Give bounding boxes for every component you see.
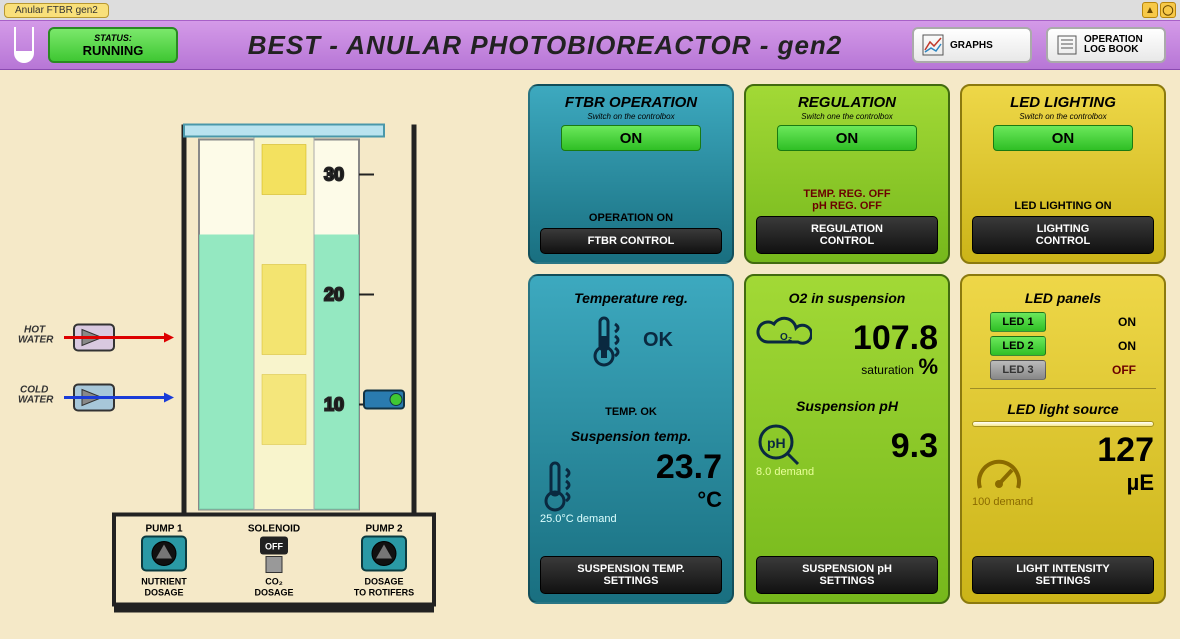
suspension-temp-settings-button[interactable]: SUSPENSION TEMP. SETTINGS: [540, 556, 722, 594]
reg-warn-temp: TEMP. REG. OFF: [756, 188, 938, 200]
reg-state: ON: [777, 125, 917, 151]
tab-current[interactable]: Anular FTBR gen2: [4, 3, 109, 18]
led-status: LED LIGHTING ON: [972, 200, 1154, 212]
temp-reg-title: Temperature reg.: [540, 290, 722, 306]
led-state-2: ON: [1118, 339, 1136, 353]
panel-o2-ph: O2 in suspension O₂ 107.8 saturation % S…: [744, 274, 950, 604]
led-chip-3[interactable]: LED 3: [990, 360, 1046, 380]
light-unit: µE: [1097, 470, 1154, 496]
graph-icon: [922, 34, 944, 56]
svg-text:DOSAGE: DOSAGE: [144, 588, 183, 598]
o2-title: O2 in suspension: [756, 290, 938, 306]
led-row-3: LED 3 OFF: [972, 358, 1154, 382]
light-intensity-settings-button[interactable]: LIGHT INTENSITY SETTINGS: [972, 556, 1154, 594]
o2-cloud-icon: O₂: [756, 312, 812, 358]
logbook-icon: [1056, 34, 1078, 56]
svg-text:30: 30: [324, 165, 344, 185]
svg-text:O₂: O₂: [780, 332, 792, 343]
status-label: STATUS:: [94, 33, 132, 43]
susp-temp-title: Suspension temp.: [540, 428, 722, 444]
corner-btn-2[interactable]: ◯: [1160, 2, 1176, 18]
regulation-control-button[interactable]: REGULATION CONTROL: [756, 216, 938, 254]
led-chip-2[interactable]: LED 2: [990, 336, 1046, 356]
svg-text:20: 20: [324, 285, 344, 305]
lighting-control-button[interactable]: LIGHTINGCONTROL: [972, 216, 1154, 254]
ftbr-control-button[interactable]: FTBR CONTROL: [540, 228, 722, 254]
op-status: OPERATION ON: [540, 212, 722, 224]
led-sub: Switch on the controlbox: [972, 112, 1154, 121]
svg-text:OFF: OFF: [265, 542, 283, 552]
reg-title: REGULATION: [756, 94, 938, 111]
reg-warn-ph: pH REG. OFF: [756, 200, 938, 212]
svg-text:PUMP 1: PUMP 1: [145, 524, 182, 535]
svg-text:DOSAGE: DOSAGE: [254, 588, 293, 598]
thermometer-icon: [540, 457, 586, 513]
led-state-3: OFF: [1112, 363, 1136, 377]
logbook-label-2: LOG BOOK: [1084, 45, 1143, 55]
panel-led-lighting: LED LIGHTING Switch on the controlbox ON…: [960, 84, 1166, 264]
panel-regulation: REGULATION Switch one the controlbox ON …: [744, 84, 950, 264]
suspension-ph-settings-button[interactable]: SUSPENSION pH SETTINGS: [756, 556, 938, 594]
graphs-button[interactable]: GRAPHS: [912, 27, 1032, 63]
ph-value: 9.3: [891, 427, 938, 466]
led-panels-title: LED panels: [972, 290, 1154, 306]
svg-text:10: 10: [324, 395, 344, 415]
ph-title: Suspension pH: [756, 398, 938, 414]
svg-text:SOLENOID: SOLENOID: [248, 524, 300, 535]
ph-demand: 8.0 demand: [756, 466, 938, 478]
led-row-2: LED 2 ON: [972, 334, 1154, 358]
tube-icon: [14, 27, 34, 63]
led-state-1: ON: [1118, 315, 1136, 329]
panel-operation: FTBR OPERATION Switch on the controlbox …: [528, 84, 734, 264]
reg-sub: Switch one the controlbox: [756, 112, 938, 121]
reactor-diagram: HOT WATER COLD WATER: [14, 84, 514, 625]
thermometer-ok-icon: [589, 312, 639, 368]
svg-text:WATER: WATER: [18, 335, 54, 346]
svg-text:CO₂: CO₂: [265, 577, 283, 587]
panel-temperature: Temperature reg. OK TEMP. OK Suspension …: [528, 274, 734, 604]
led-chip-1[interactable]: LED 1: [990, 312, 1046, 332]
op-title: FTBR OPERATION: [540, 94, 722, 111]
tab-strip: Anular FTBR gen2 ▲ ◯: [0, 0, 1180, 20]
logbook-button[interactable]: OPERATION LOG BOOK: [1046, 27, 1166, 63]
svg-text:DOSAGE: DOSAGE: [364, 577, 403, 587]
light-demand: 100 demand: [972, 496, 1154, 508]
o2-value: 107.8: [853, 319, 938, 358]
temp-ok-label: OK: [643, 329, 673, 352]
page-title: BEST - ANULAR PHOTOBIOREACTOR - gen2: [192, 30, 898, 61]
temp-value: 23.7: [656, 448, 722, 487]
temp-demand: 25.0°C demand: [540, 513, 722, 525]
status-value: RUNNING: [83, 43, 144, 58]
o2-sat-label: saturation: [861, 363, 914, 377]
led-state: ON: [993, 125, 1133, 151]
light-value: 127: [1097, 431, 1154, 470]
header-bar: STATUS: RUNNING BEST - ANULAR PHOTOBIORE…: [0, 20, 1180, 70]
o2-unit: %: [918, 354, 938, 379]
temp-unit: °C: [656, 487, 722, 513]
corner-btn-1[interactable]: ▲: [1142, 2, 1158, 18]
light-source-title: LED light source: [972, 401, 1154, 417]
gauge-icon: [972, 450, 1026, 496]
svg-text:TO ROTIFERS: TO ROTIFERS: [354, 588, 414, 598]
op-sub: Switch on the controlbox: [540, 112, 722, 121]
op-state: ON: [561, 125, 701, 151]
temp-status: TEMP. OK: [540, 406, 722, 418]
led-title: LED LIGHTING: [972, 94, 1154, 111]
status-box: STATUS: RUNNING: [48, 27, 178, 63]
led-row-1: LED 1 ON: [972, 310, 1154, 334]
graphs-label: GRAPHS: [950, 40, 993, 51]
svg-text:PUMP 2: PUMP 2: [365, 524, 402, 535]
panel-light: LED panels LED 1 ON LED 2 ON LED 3 OFF LED li…: [960, 274, 1166, 604]
svg-text:pH: pH: [767, 435, 786, 451]
ph-icon: pH: [756, 420, 806, 466]
svg-text:NUTRIENT: NUTRIENT: [141, 577, 187, 587]
svg-text:WATER: WATER: [18, 395, 54, 406]
